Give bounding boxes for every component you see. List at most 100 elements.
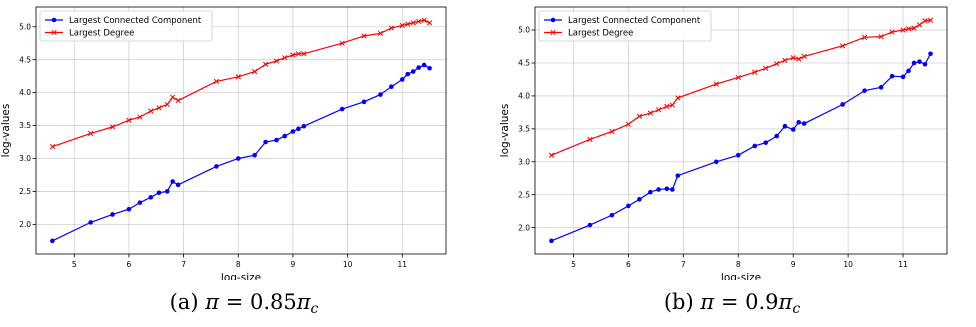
data-point xyxy=(906,68,911,74)
y-tick-label: 3.0 xyxy=(518,157,530,166)
legend-marker xyxy=(51,17,57,23)
data-point xyxy=(735,74,741,81)
data-point xyxy=(917,59,922,64)
data-point xyxy=(410,69,416,74)
x-tick-label: 7 xyxy=(181,260,186,269)
x-tick-label: 10 xyxy=(343,260,353,269)
data-point xyxy=(410,20,416,26)
caption-b-sub: c xyxy=(792,301,801,317)
data-point xyxy=(252,152,257,158)
data-point xyxy=(752,143,758,149)
data-point xyxy=(339,106,345,112)
data-point xyxy=(405,71,411,77)
data-point xyxy=(262,61,269,67)
data-point xyxy=(790,127,796,132)
data-point xyxy=(927,17,934,23)
data-point xyxy=(801,53,807,60)
data-point xyxy=(840,102,845,107)
caption-a-eq: = 0.85 xyxy=(219,290,297,314)
data-point xyxy=(752,69,758,75)
data-point xyxy=(862,88,867,93)
data-point xyxy=(175,97,181,104)
data-point xyxy=(339,40,345,46)
data-point xyxy=(664,103,670,110)
caption-a-sub: c xyxy=(310,301,319,317)
data-point xyxy=(273,58,280,64)
legend-item: Largest Connected Component xyxy=(544,16,701,26)
data-point xyxy=(282,55,288,61)
data-point xyxy=(763,140,769,145)
x-axis-label: log-size xyxy=(221,272,261,280)
data-point xyxy=(905,26,912,32)
legend-label: Largest Degree xyxy=(568,29,633,39)
y-tick-label: 2.0 xyxy=(518,223,530,232)
data-point xyxy=(774,60,780,67)
data-point xyxy=(796,56,802,62)
x-tick-label: 9 xyxy=(291,260,296,269)
legend-marker xyxy=(51,29,57,36)
y-tick-label: 4.0 xyxy=(518,92,530,101)
y-tick-label: 5.0 xyxy=(19,22,31,31)
data-point xyxy=(126,206,132,212)
legend-label: Largest Connected Component xyxy=(69,16,202,26)
data-point xyxy=(164,189,170,194)
axes-frame xyxy=(35,6,447,255)
data-point xyxy=(282,133,288,139)
data-point xyxy=(911,60,917,66)
caption-a-var: π xyxy=(205,290,220,314)
y-tick-label: 5.0 xyxy=(518,26,530,35)
data-point xyxy=(148,108,154,114)
data-point xyxy=(50,238,55,244)
data-point xyxy=(427,65,432,71)
data-point xyxy=(878,33,884,40)
data-point xyxy=(388,25,394,31)
data-point xyxy=(110,212,115,217)
data-point xyxy=(377,30,384,37)
data-point xyxy=(295,51,302,57)
data-point xyxy=(137,114,143,120)
caption-b-var2: π xyxy=(778,290,793,314)
data-point xyxy=(170,94,176,100)
x-tick-label: 5 xyxy=(571,260,576,269)
data-point xyxy=(421,17,427,23)
x-tick-label: 6 xyxy=(127,260,132,269)
data-point xyxy=(656,187,661,192)
data-point xyxy=(900,74,906,80)
data-point xyxy=(735,152,741,158)
data-point xyxy=(675,95,681,101)
data-point xyxy=(399,77,405,82)
data-point xyxy=(670,187,675,192)
x-tick-label: 8 xyxy=(736,260,741,269)
ticks: 5 6 7 8 9 10 11 2.0 2.5 3.0 3.5 4.0 4.5 5.0 xyxy=(19,22,407,269)
data-point xyxy=(782,123,788,129)
y-tick-label: 4.5 xyxy=(19,55,31,64)
data-point xyxy=(648,189,653,195)
data-point xyxy=(416,18,422,25)
series-line xyxy=(52,64,430,242)
data-point xyxy=(109,124,116,130)
data-point xyxy=(416,65,421,70)
legend: Largest Connected Component Largest Degre… xyxy=(39,10,213,42)
caption-a-prefix: (a) xyxy=(169,290,206,314)
data-point xyxy=(389,84,394,89)
data-point xyxy=(290,52,296,58)
y-tick-label: 3.5 xyxy=(518,124,530,133)
data-point xyxy=(148,195,154,200)
legend-marker xyxy=(550,17,556,23)
series-largest-degree xyxy=(49,17,433,150)
series-line xyxy=(551,53,932,242)
legend-label: Largest Connected Component xyxy=(568,16,701,26)
data-point xyxy=(263,139,268,145)
x-tick-label: 5 xyxy=(72,260,77,269)
data-point xyxy=(928,51,933,57)
data-point xyxy=(587,222,593,228)
data-point xyxy=(655,107,662,113)
data-point xyxy=(713,81,719,87)
y-tick-label: 4.5 xyxy=(518,59,530,68)
data-point xyxy=(213,78,220,85)
chart-panel-a: 5 6 7 8 9 10 11 2.0 2.5 3.0 3.5 4.0 4.5 5.0 log-size lo… xyxy=(0,6,447,280)
x-tick-label: 11 xyxy=(397,260,407,269)
data-point xyxy=(839,43,846,49)
data-point xyxy=(713,159,719,165)
